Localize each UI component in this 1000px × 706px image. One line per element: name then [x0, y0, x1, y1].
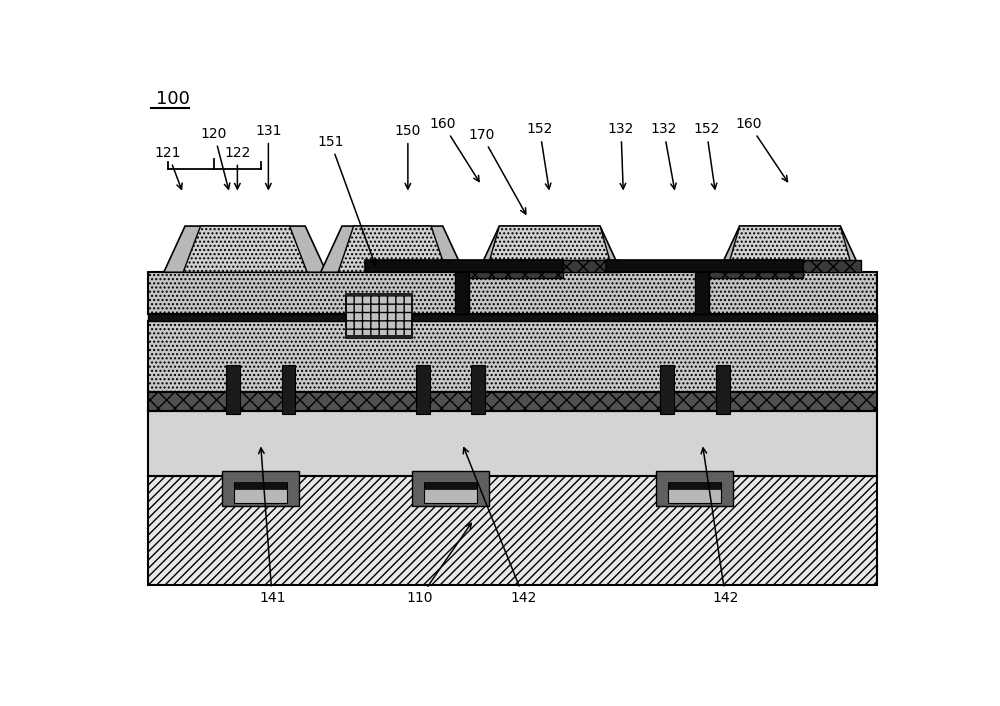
Text: 141: 141	[259, 448, 286, 606]
Polygon shape	[478, 226, 621, 273]
Bar	[471, 365, 485, 414]
Polygon shape	[183, 226, 307, 273]
Text: 110: 110	[406, 523, 471, 606]
Polygon shape	[730, 226, 850, 261]
Bar	[148, 411, 877, 476]
Bar	[148, 314, 877, 321]
Text: 160: 160	[430, 117, 479, 181]
Bar	[718, 261, 861, 273]
Text: 170: 170	[468, 128, 526, 214]
Bar	[226, 365, 240, 414]
Text: 151: 151	[317, 135, 376, 265]
Bar	[234, 482, 287, 489]
Text: 142: 142	[463, 448, 537, 606]
Text: 152: 152	[526, 122, 553, 189]
Bar	[234, 483, 287, 503]
Text: 152: 152	[693, 122, 719, 189]
Polygon shape	[321, 226, 464, 273]
Polygon shape	[338, 226, 447, 273]
Text: 132: 132	[608, 122, 634, 189]
Bar	[148, 321, 877, 392]
Bar	[365, 261, 563, 273]
Bar	[416, 365, 430, 414]
Bar	[668, 482, 721, 489]
Bar	[148, 476, 877, 585]
Bar	[424, 482, 477, 489]
Bar	[660, 365, 674, 414]
Text: 121: 121	[154, 145, 182, 189]
Text: 122: 122	[224, 145, 251, 189]
Polygon shape	[718, 226, 862, 273]
Polygon shape	[164, 226, 326, 273]
Bar	[656, 471, 733, 506]
Text: 160: 160	[736, 117, 787, 181]
Bar	[346, 294, 412, 297]
Bar	[462, 271, 563, 277]
Bar	[148, 392, 877, 411]
Bar	[222, 471, 299, 506]
Text: 132: 132	[650, 122, 677, 189]
Text: 131: 131	[255, 124, 282, 189]
Text: 100: 100	[156, 90, 190, 108]
Bar	[668, 483, 721, 503]
Bar	[148, 273, 877, 314]
Polygon shape	[490, 226, 610, 261]
Bar	[606, 261, 803, 273]
Bar	[702, 271, 803, 277]
Bar	[346, 335, 412, 337]
Bar	[716, 365, 730, 414]
Bar	[695, 273, 709, 314]
Bar	[478, 261, 621, 273]
Text: 120: 120	[201, 126, 230, 189]
Text: 142: 142	[701, 448, 739, 606]
Bar	[282, 365, 295, 414]
Bar	[455, 273, 469, 314]
Bar	[424, 483, 477, 503]
Bar	[412, 471, 489, 506]
Bar	[346, 294, 412, 337]
Text: 150: 150	[395, 124, 421, 189]
